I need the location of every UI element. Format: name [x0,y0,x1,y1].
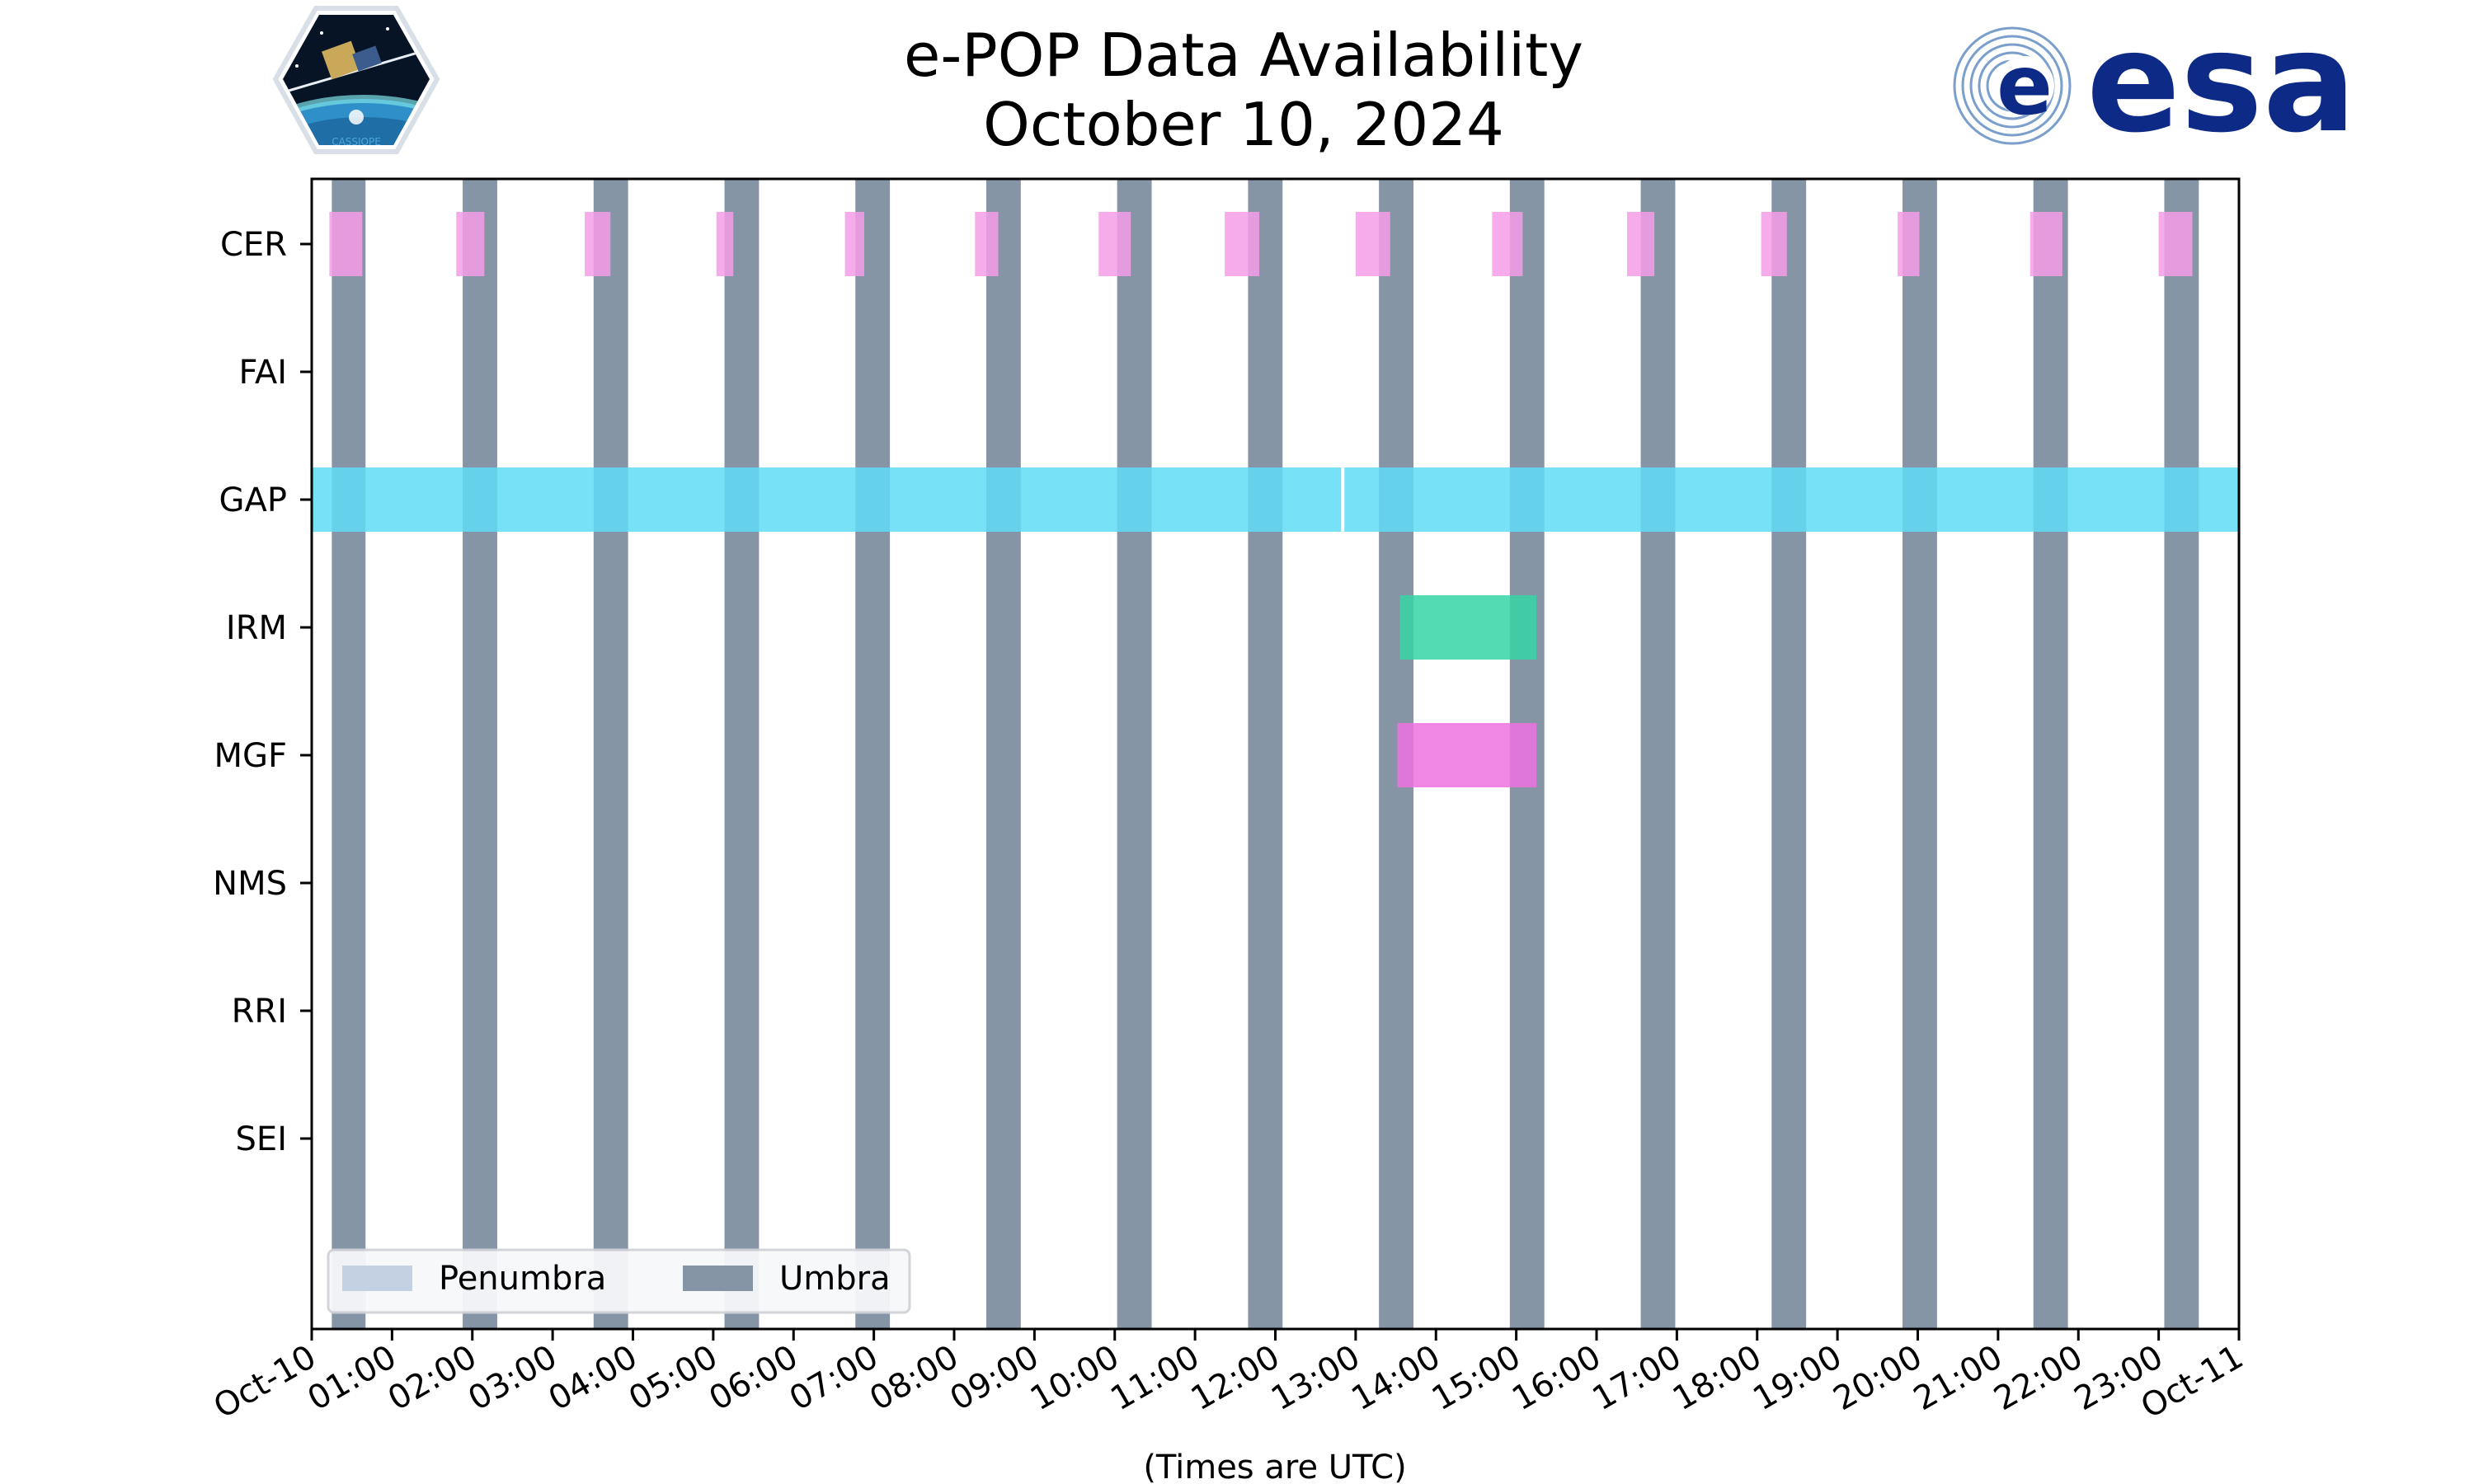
umbra-band-12 [1902,179,1937,1329]
x-axis-label: (Times are UTC) [1143,1449,1406,1484]
umbra-bands [332,179,2199,1329]
cer-interval-10 [1627,212,1655,276]
cer-interval-12 [1898,212,1920,276]
x-tick-label-7: 07:00 [783,1338,885,1418]
cer-interval-8 [1355,212,1390,276]
x-tick-label-13: 13:00 [1265,1338,1366,1418]
x-tick-label-3: 03:00 [462,1338,563,1418]
x-tick-label-18: 18:00 [1667,1338,1768,1418]
y-tick-label-mgf: MGF [214,737,287,775]
y-axis: CER FAI GAP IRM MGF NMS RRI SEI [213,226,312,1158]
x-tick-label-19: 19:00 [1747,1338,1848,1418]
x-tick-label-1: 01:00 [302,1338,403,1418]
cer-interval-5 [975,212,999,276]
umbra-band-4 [855,179,891,1329]
umbra-band-2 [593,179,628,1329]
cassiope-logo-text: CASSIOPE [332,136,381,148]
cer-interval-6 [1098,212,1131,276]
x-tick-label-4: 04:00 [543,1338,644,1418]
legend-label-umbra: Umbra [779,1260,891,1298]
x-tick-label-14: 14:00 [1345,1338,1446,1418]
x-tick-label-5: 05:00 [623,1338,724,1418]
cer-interval-0 [329,212,363,276]
cer-interval-7 [1225,212,1260,276]
mgf-interval-0 [1397,723,1536,787]
chart-title: e-POP Data Availability [904,21,1583,90]
x-tick-label-17: 17:00 [1587,1338,1688,1418]
x-tick-label-8: 08:00 [863,1338,965,1418]
umbra-band-13 [2033,179,2068,1329]
cer-interval-4 [844,212,864,276]
x-tick-label-10: 10:00 [1024,1338,1126,1418]
x-tick-label-6: 06:00 [703,1338,804,1418]
umbra-band-10 [1640,179,1676,1329]
umbra-band-1 [463,179,497,1329]
irm-interval-0 [1399,595,1536,660]
svg-text:e: e [1997,37,2053,134]
x-tick-label-0: Oct-10 [208,1338,322,1426]
esa-emblem-icon: e [1953,26,2072,145]
x-tick-label-12: 12:00 [1185,1338,1286,1418]
x-tick-label-16: 16:00 [1506,1338,1607,1418]
cer-interval-11 [1761,212,1787,276]
cer-interval-3 [716,212,734,276]
chart-subtitle: October 10, 2024 [983,90,1504,159]
umbra-band-3 [724,179,760,1329]
x-axis: Oct-1001:0002:0003:0004:0005:0006:0007:0… [208,1329,2250,1426]
umbra-band-11 [1771,179,1807,1329]
y-tick-label-nms: NMS [213,865,287,903]
umbra-band-7 [1248,179,1283,1329]
x-tick-label-22: 22:00 [1987,1338,2089,1418]
esa-logo-text: esa [2086,2,2356,163]
esa-logo: e esa [1953,2,2356,163]
umbra-band-14 [2164,179,2199,1329]
x-tick-label-9: 09:00 [944,1338,1046,1418]
cer-interval-2 [585,212,611,276]
x-tick-label-20: 20:00 [1827,1338,1929,1418]
umbra-band-6 [1117,179,1152,1329]
y-tick-label-fai: FAI [239,354,288,392]
cer-interval-1 [456,212,485,276]
cer-interval-13 [2030,212,2062,276]
umbra-band-0 [332,179,366,1329]
y-tick-label-cer: CER [220,226,287,264]
y-tick-label-sei: SEI [236,1120,287,1158]
x-tick-label-21: 21:00 [1907,1338,2009,1418]
y-tick-label-gap: GAP [219,481,287,519]
legend-swatch-penumbra [342,1266,412,1291]
gap-interval-0 [312,467,1342,532]
x-tick-label-2: 02:00 [382,1338,483,1418]
legend-box [327,1248,911,1314]
y-tick-label-rri: RRI [232,993,287,1031]
legend-label-penumbra: Penumbra [439,1260,606,1298]
cer-interval-14 [2158,212,2193,276]
umbra-band-5 [985,179,1021,1329]
instrument-bars [312,212,2239,787]
legend: Penumbra Umbra [327,1248,911,1314]
cer-interval-9 [1492,212,1523,276]
x-tick-label-11: 11:00 [1104,1338,1206,1418]
x-tick-label-15: 15:00 [1426,1338,1527,1418]
gap-interval-1 [1344,467,2239,532]
legend-swatch-umbra [683,1266,753,1291]
y-tick-label-irm: IRM [226,609,287,647]
